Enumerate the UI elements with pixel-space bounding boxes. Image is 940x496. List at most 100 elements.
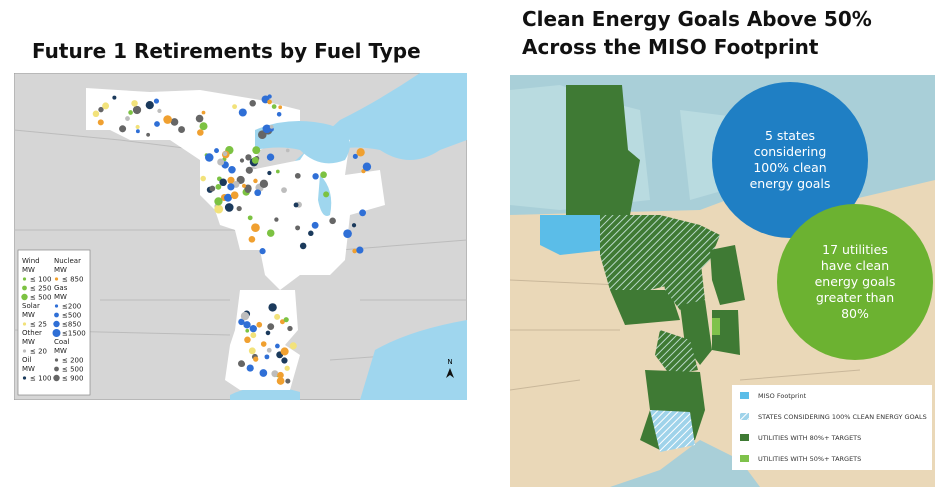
- plant-dot: [264, 354, 270, 360]
- plant-dot: [289, 342, 297, 350]
- plant-dot: [135, 124, 140, 130]
- plant-dot: [239, 361, 246, 367]
- plant-dot: [320, 171, 327, 179]
- legend-swatch: [22, 322, 27, 326]
- callout-text: 17 utilities: [822, 242, 888, 257]
- plant-dot: [271, 104, 277, 109]
- plant-dot: [267, 94, 272, 99]
- plant-dot: [131, 100, 138, 107]
- legend-group-unit: MW: [22, 365, 35, 373]
- plant-dot: [285, 378, 291, 384]
- plant-dot: [92, 110, 100, 118]
- wisconsin: [660, 250, 705, 310]
- plant-dot: [227, 176, 235, 184]
- legend-item: ≤200: [62, 303, 81, 311]
- plant-dot: [243, 321, 251, 329]
- plant-dot: [260, 341, 267, 347]
- plant-dot: [178, 126, 186, 133]
- michigan: [710, 245, 745, 305]
- legend-group-unit: MW: [54, 266, 67, 274]
- plant-dot: [132, 105, 142, 115]
- plant-dot: [294, 172, 301, 179]
- legend-group-name: Wind: [22, 257, 40, 265]
- legend-item: ≤ 500: [30, 294, 51, 302]
- plant-dot: [205, 153, 214, 162]
- plant-dot: [249, 325, 257, 333]
- plant-dot: [343, 229, 352, 238]
- legend-swatch: [54, 304, 59, 308]
- plant-dot: [170, 118, 179, 126]
- legend-swatch: [22, 376, 27, 380]
- plant-dot: [135, 129, 140, 134]
- legend-swatch: [22, 285, 27, 291]
- legend-item: ≤ 500: [62, 366, 83, 374]
- legend-swatch: [740, 434, 749, 441]
- plant-dot: [280, 347, 289, 356]
- plant-dot: [222, 151, 228, 157]
- legend-swatch: [53, 374, 60, 382]
- plant-dot: [279, 319, 285, 325]
- plant-dot: [252, 146, 261, 155]
- plant-dot: [199, 122, 208, 131]
- plant-dot: [153, 98, 160, 104]
- plant-dot: [236, 175, 245, 184]
- callout-text: energy goals: [815, 274, 896, 289]
- plant-dot: [277, 371, 284, 379]
- plant-dot: [112, 95, 117, 100]
- plant-dot: [98, 106, 104, 113]
- legend-group-name: Other: [22, 329, 42, 337]
- legend-group-unit: MW: [54, 293, 67, 301]
- legend-label: MISO Footprint: [758, 392, 807, 400]
- plant-dot: [195, 114, 204, 123]
- legend-swatch: [54, 366, 59, 372]
- plant-dot: [312, 173, 319, 180]
- missouri-area: [655, 330, 698, 375]
- legend-item: ≤ 25: [30, 321, 47, 329]
- callout-text: 80%: [841, 306, 869, 321]
- north-label: N: [447, 358, 452, 366]
- plant-dot: [268, 303, 277, 312]
- plant-dot: [253, 356, 259, 362]
- plant-dot: [249, 100, 256, 107]
- plant-dot: [245, 166, 253, 174]
- plant-dot: [351, 223, 357, 228]
- plant-dot: [274, 313, 281, 320]
- plant-dot: [236, 205, 242, 212]
- legend-swatch: [740, 455, 749, 462]
- north-arrow: [446, 368, 454, 378]
- plant-dot: [352, 153, 358, 159]
- legend-swatch: [22, 277, 27, 281]
- plant-dot: [266, 153, 275, 161]
- iowa: [610, 290, 680, 325]
- plant-dot: [284, 365, 290, 371]
- callout-text: 5 states: [765, 128, 815, 143]
- plant-dot: [323, 191, 330, 198]
- plant-dot: [281, 187, 287, 193]
- plant-dot: [295, 225, 301, 231]
- legend-item: ≤ 100: [30, 276, 51, 284]
- green-patch: [712, 318, 720, 335]
- legend-label: UTILITIES WITH 80%+ TARGETS: [758, 434, 861, 442]
- legend-item: ≤ 200: [62, 357, 83, 365]
- plant-dot: [246, 364, 254, 372]
- miso-region: [86, 88, 385, 290]
- plant-dot: [238, 318, 245, 326]
- plant-dot: [259, 248, 266, 255]
- plant-dot: [267, 323, 275, 331]
- plant-dot: [201, 110, 206, 115]
- plant-dot: [254, 189, 262, 197]
- plant-dot: [102, 102, 110, 110]
- plant-dot: [308, 230, 314, 237]
- plant-dot: [241, 183, 247, 188]
- legend-item: ≤850: [62, 321, 81, 329]
- plant-dot: [271, 370, 279, 378]
- plant-dot: [256, 321, 263, 328]
- plant-dot: [145, 101, 154, 110]
- plant-dot: [214, 204, 224, 214]
- legend-swatch: [54, 312, 59, 318]
- plant-dot: [240, 311, 250, 321]
- plant-dot: [163, 115, 172, 124]
- plant-dot: [266, 347, 272, 353]
- left-title: Future 1 Retirements by Fuel Type: [32, 39, 421, 63]
- plant-dot: [362, 162, 372, 171]
